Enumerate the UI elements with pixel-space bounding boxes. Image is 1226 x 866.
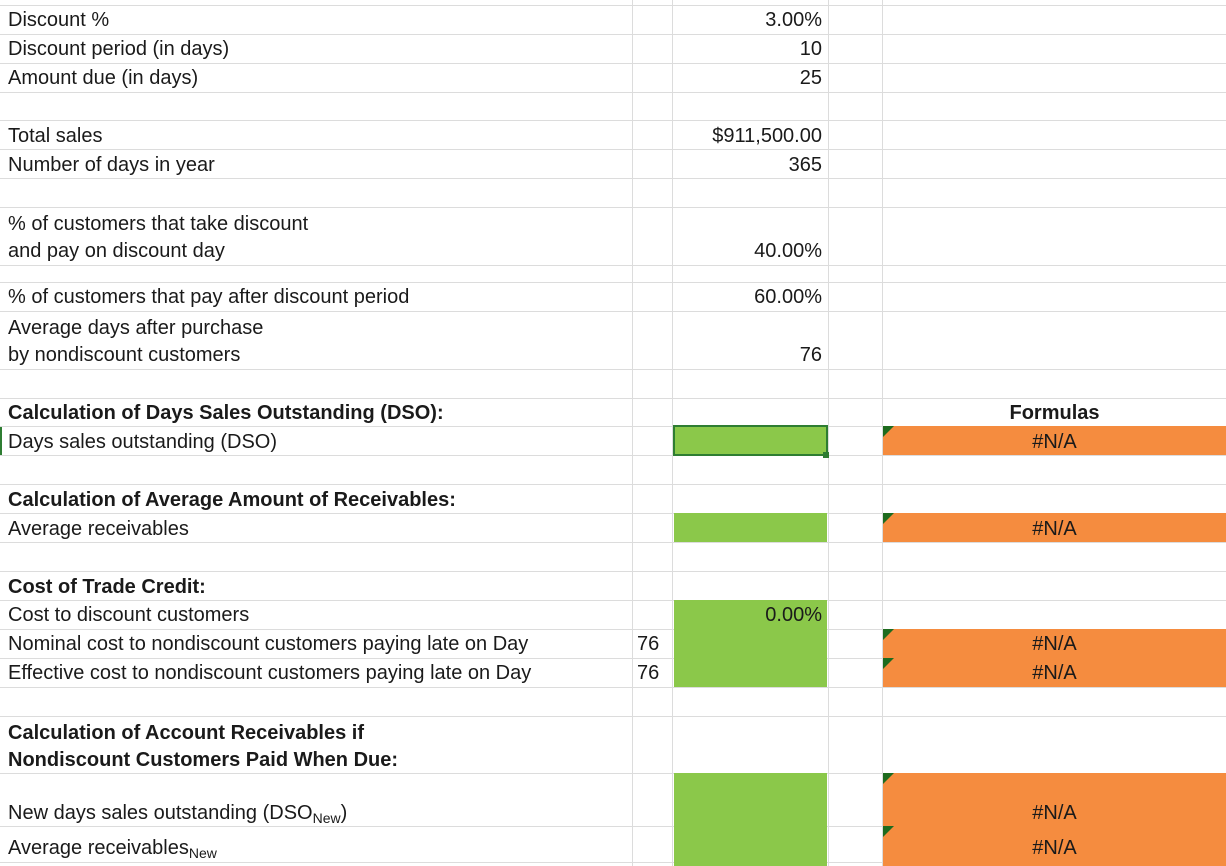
new-dso-subscript: New: [312, 810, 341, 826]
days-in-year-label: Number of days in year: [8, 154, 215, 176]
avg-receivables-new-text: Average receivables: [8, 837, 189, 859]
row-divider: [0, 63, 1226, 64]
avg-days-label: Average days after purchase: [8, 317, 264, 339]
amount-due-label: Amount due (in days): [8, 67, 199, 89]
row-divider: [0, 571, 1226, 572]
discount-pct-value[interactable]: 3.00%: [765, 9, 822, 31]
nominal-cost-label: Nominal cost to nondiscount customers pa…: [8, 633, 529, 655]
dso-label: Days sales outstanding (DSO): [8, 431, 278, 453]
avg-receivables-new-formula[interactable]: #N/A: [1032, 837, 1077, 859]
row-divider: [0, 34, 1226, 35]
col-divider: [882, 0, 883, 866]
paid-when-due-heading-line2: Nondiscount Customers Paid When Due:: [8, 749, 399, 771]
average-receivables-cell[interactable]: [674, 513, 827, 542]
total-sales-label: Total sales: [8, 125, 103, 147]
cell-selection-outline: [673, 425, 828, 456]
row-divider: [0, 542, 1226, 543]
comment-indicator-icon[interactable]: [883, 658, 894, 669]
row-divider: [0, 484, 1226, 485]
col-divider: [632, 0, 633, 866]
row-divider: [0, 149, 1226, 150]
dso-cell[interactable]: [674, 426, 827, 455]
nominal-cost-formula[interactable]: #N/A: [1032, 633, 1077, 655]
total-sales-value[interactable]: $911,500.00: [712, 125, 822, 147]
row-selection-accent: [0, 427, 2, 455]
avg-receivables-new-label: Average receivablesNew: [8, 837, 217, 861]
nominal-cost-day[interactable]: 76: [637, 633, 660, 655]
new-dso-label-text: New days sales outstanding (DSO: [8, 802, 313, 824]
new-dso-label-close: ): [340, 802, 348, 824]
discount-period-label: Discount period (in days): [8, 38, 230, 60]
dso-heading: Calculation of Days Sales Outstanding (D…: [8, 402, 444, 424]
row-divider: [0, 282, 1226, 283]
row-divider: [0, 311, 1226, 312]
fill-handle[interactable]: [823, 452, 829, 458]
row-divider: [0, 265, 1226, 266]
paid-when-due-formula-cells[interactable]: [883, 773, 1226, 866]
cost-discount-label: Cost to discount customers: [8, 604, 250, 626]
row-divider: [0, 658, 1226, 659]
comment-indicator-icon[interactable]: [883, 513, 894, 524]
row-divider: [0, 716, 1226, 717]
row-divider: [0, 687, 1226, 688]
effective-cost-label: Effective cost to nondiscount customers …: [8, 662, 532, 684]
row-divider: [0, 600, 1226, 601]
row-divider: [0, 826, 1226, 827]
row-divider: [0, 92, 1226, 93]
trade-credit-formula-cells[interactable]: [883, 629, 1226, 687]
average-receivables-formula-cell[interactable]: [883, 513, 1226, 542]
row-divider: [0, 426, 1226, 427]
row-divider: [0, 862, 1226, 863]
pct-discount-label: % of customers that take discount: [8, 213, 309, 235]
avg-days-label-line2: by nondiscount customers: [8, 344, 241, 366]
comment-indicator-icon[interactable]: [883, 826, 894, 837]
days-in-year-value[interactable]: 365: [788, 154, 822, 176]
row-divider: [0, 5, 1226, 6]
cost-discount-value[interactable]: 0.00%: [765, 604, 822, 626]
row-divider: [0, 120, 1226, 121]
pct-after-value[interactable]: 60.00%: [754, 286, 822, 308]
amount-due-value[interactable]: 25: [799, 67, 822, 89]
paid-when-due-heading: Calculation of Account Receivables if: [8, 722, 365, 744]
paid-when-due-cells[interactable]: [674, 773, 827, 866]
pct-after-label: % of customers that pay after discount p…: [8, 286, 410, 308]
new-dso-formula[interactable]: #N/A: [1032, 802, 1077, 824]
formulas-header: Formulas: [1009, 402, 1100, 424]
col-divider: [828, 0, 829, 866]
receivables-heading: Calculation of Average Amount of Receiva…: [8, 489, 456, 511]
dso-formula[interactable]: #N/A: [1032, 431, 1077, 453]
avg-days-value[interactable]: 76: [799, 344, 822, 366]
dso-formula-cell[interactable]: [883, 426, 1226, 455]
row-divider: [0, 398, 1226, 399]
pct-discount-value[interactable]: 40.00%: [754, 240, 822, 262]
discount-period-value[interactable]: 10: [799, 38, 822, 60]
row-divider: [0, 773, 1226, 774]
average-receivables-formula[interactable]: #N/A: [1032, 518, 1077, 540]
row-divider: [0, 455, 1226, 456]
pct-discount-label-line2: and pay on discount day: [8, 240, 225, 262]
row-divider: [0, 513, 1226, 514]
comment-indicator-icon[interactable]: [883, 426, 894, 437]
new-dso-label: New days sales outstanding (DSONew): [8, 802, 348, 826]
row-divider: [0, 369, 1226, 370]
average-receivables-label: Average receivables: [8, 518, 189, 540]
trade-credit-heading: Cost of Trade Credit:: [8, 576, 206, 598]
row-divider: [0, 207, 1226, 208]
col-divider: [672, 0, 673, 866]
effective-cost-formula[interactable]: #N/A: [1032, 662, 1077, 684]
comment-indicator-icon[interactable]: [883, 773, 894, 784]
row-divider: [0, 178, 1226, 179]
discount-pct-label: Discount %: [8, 9, 110, 31]
avg-receivables-new-subscript: New: [188, 845, 217, 861]
row-divider: [0, 629, 1226, 630]
trade-credit-cells[interactable]: [674, 600, 827, 687]
comment-indicator-icon[interactable]: [883, 629, 894, 640]
effective-cost-day[interactable]: 76: [637, 662, 660, 684]
